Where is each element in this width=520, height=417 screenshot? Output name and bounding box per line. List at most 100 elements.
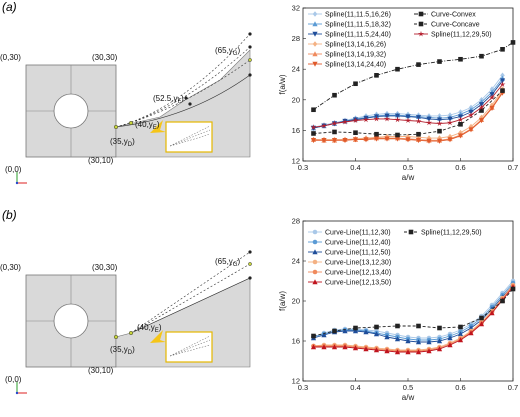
legend-swatch-marker <box>312 51 318 57</box>
data-point <box>416 323 421 329</box>
legend-entry: Curve-Concave <box>414 22 480 29</box>
legend-label: Curve-Line(12,13,40) <box>325 270 391 277</box>
legend-label: Spline(11,12,29,50) <box>421 230 482 237</box>
data-point <box>458 324 463 330</box>
x-tick-label: 0.5 <box>403 163 413 172</box>
control-point-d <box>113 124 119 130</box>
y-tick-label: 32 <box>292 4 300 13</box>
x-tick-label: 0.5 <box>403 383 413 392</box>
data-point <box>510 40 516 45</box>
legend-swatch-marker <box>418 21 424 27</box>
data-point <box>352 328 359 334</box>
spline-curve-2 <box>115 46 251 128</box>
legend-entry: Spline(11,12,29,50) <box>414 30 492 39</box>
data-point <box>342 344 348 350</box>
data-point <box>447 335 453 341</box>
data-point <box>395 66 400 72</box>
data-point <box>457 331 464 337</box>
point-label-g: (65,yG) <box>215 46 240 57</box>
data-point <box>436 338 443 344</box>
corner-label-top-right: (30,30) <box>92 53 118 62</box>
data-point <box>415 138 422 144</box>
spline-curve-4 <box>115 74 251 128</box>
data-point <box>426 138 432 144</box>
control-point-f1 <box>184 96 188 100</box>
zoom-arrow-icon <box>150 120 166 133</box>
data-point <box>373 136 380 142</box>
plate-hole <box>53 303 89 339</box>
legend-entry: Spline(11,11.5,16,26) <box>308 11 391 19</box>
chart-b: 0.3 0.4 0.5 0.6 0.7 12 16 20 24 28 a/w f(a/w) Curve-… <box>278 217 518 403</box>
legend-swatch-marker <box>312 259 318 265</box>
data-point <box>510 286 516 292</box>
data-point <box>373 331 380 337</box>
data-point <box>363 137 369 143</box>
legend-swatch-marker <box>418 11 424 17</box>
corner-label-origin: (0,0) <box>5 165 22 174</box>
legend-swatch-marker <box>312 11 318 17</box>
data-point <box>331 120 338 127</box>
legend-entry: Curve-Line(13,12,30) <box>308 260 391 267</box>
data-point <box>468 325 474 331</box>
data-point <box>447 342 453 348</box>
data-point <box>489 310 495 316</box>
panel-label-a: (a) <box>2 0 17 14</box>
legend-entry: Spline(13,14,24,40) <box>308 62 386 69</box>
control-point-e <box>128 330 134 336</box>
panel-label-b: (b) <box>2 208 17 222</box>
data-point <box>310 344 317 350</box>
data-point <box>374 131 379 137</box>
data-point <box>395 323 400 329</box>
series-line <box>313 90 503 136</box>
legend-entry: Curve-Line(11,12,40) <box>308 240 391 247</box>
data-point <box>447 119 453 126</box>
control-point-g1 <box>248 32 252 36</box>
x-tick-label: 0.3 <box>298 383 308 392</box>
x-tick-label: 0.3 <box>298 163 308 172</box>
y-tick-label: 28 <box>292 34 300 43</box>
data-point <box>405 338 411 344</box>
corner-label-top-left: (0,30) <box>0 53 21 62</box>
control-point-g2 <box>248 45 252 49</box>
data-point <box>437 325 442 331</box>
data-point <box>384 348 390 354</box>
data-point <box>416 131 421 137</box>
data-point <box>373 115 380 122</box>
data-point <box>352 345 359 351</box>
y-tick-label: 16 <box>292 337 300 346</box>
data-point <box>405 114 411 120</box>
axis-triad-icon <box>15 172 27 185</box>
data-point <box>436 138 443 144</box>
data-point <box>321 138 327 144</box>
data-point <box>310 124 317 130</box>
series-7 <box>311 88 505 138</box>
legend-entry: Curve-Line(11,12,30) <box>308 230 391 237</box>
legend-label: Spline(13,14,24,40) <box>325 62 386 69</box>
data-point <box>332 92 337 98</box>
data-point <box>331 138 338 144</box>
data-point <box>321 332 327 338</box>
legend-label: Curve-Line(11,12,50) <box>325 250 391 257</box>
data-point <box>352 117 359 123</box>
legend-label: Spline(13,14,19,32) <box>325 52 386 59</box>
geometry-panel-b: (b) (0,30) (30,30) (0,0) (30,10) (35,yD)… <box>0 208 252 395</box>
inset-lines <box>169 335 211 357</box>
legend-label: Curve-Concave <box>431 22 480 29</box>
data-point <box>405 137 411 143</box>
legend-entry: Spline(11,12,29,50) <box>404 230 482 237</box>
data-point <box>458 121 463 127</box>
legend-label: Spline(11,11.5,18,32) <box>325 22 391 29</box>
data-point <box>499 81 506 88</box>
data-point <box>353 325 358 331</box>
data-point <box>468 127 474 133</box>
legend-swatch-marker <box>312 249 318 255</box>
y-tick-label: 12 <box>292 157 300 166</box>
data-point <box>394 116 401 123</box>
legend-swatch-marker <box>312 269 318 275</box>
y-axis-label: f(a/w) <box>278 74 287 94</box>
data-point <box>416 62 421 67</box>
y-tick-label: 24 <box>292 65 300 74</box>
data-point <box>395 132 400 138</box>
data-point <box>499 78 506 84</box>
